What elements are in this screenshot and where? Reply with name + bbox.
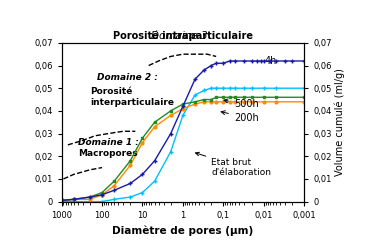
- Text: Porosité
interparticulaire: Porosité interparticulaire: [90, 87, 174, 107]
- X-axis label: Diamètre de pores (µm): Diamètre de pores (µm): [112, 225, 253, 236]
- Title: Domaine 3 :: Domaine 3 :: [151, 31, 214, 41]
- Text: 4h: 4h: [264, 56, 277, 66]
- Text: 500h: 500h: [224, 99, 259, 109]
- Text: Domaine 2 :: Domaine 2 :: [97, 74, 158, 82]
- Text: Domaine 1 :: Domaine 1 :: [78, 138, 139, 147]
- Y-axis label: Volume cumulé (ml/g): Volume cumulé (ml/g): [335, 68, 345, 176]
- Text: Macropores: Macropores: [78, 149, 137, 159]
- Text: 200h: 200h: [221, 111, 259, 123]
- Text: Etat brut
d'élaboration: Etat brut d'élaboration: [196, 152, 271, 177]
- Text: Porosité intraparticulaire: Porosité intraparticulaire: [113, 31, 253, 41]
